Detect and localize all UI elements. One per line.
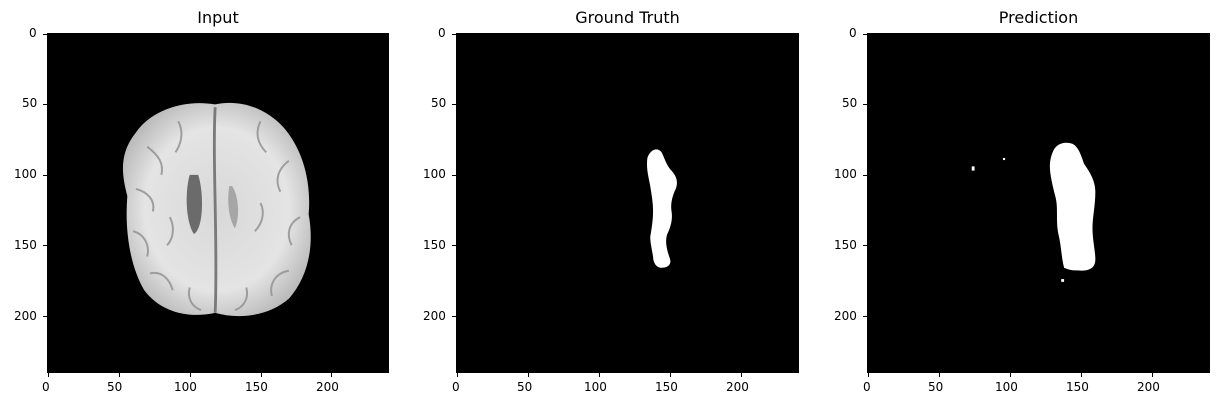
- prediction-xtick-4: 200: [1137, 380, 1160, 394]
- prediction-ytick-0: 0: [849, 26, 857, 40]
- prediction-ytick-3: 150: [834, 238, 857, 252]
- prediction-speck-2: [1002, 157, 1006, 161]
- prediction-ytick-1: 50: [842, 96, 858, 110]
- input-xtick-0: 0: [42, 380, 50, 394]
- ground-truth-xtick-mark-3: [670, 373, 672, 377]
- brain-silhouette: [122, 102, 311, 317]
- input-xtick-2: 100: [174, 380, 197, 394]
- input-ytick-2: 100: [14, 167, 37, 181]
- prediction-xtick-mark-2: [1010, 373, 1012, 377]
- ground-truth-xtick-mark-0: [457, 373, 458, 377]
- input-xtick-mark-1: [118, 373, 120, 377]
- prediction-ytick-mark-2: [863, 174, 867, 176]
- input-xtick-4: 200: [316, 380, 339, 394]
- ground-truth-ytick-mark-2: [452, 174, 456, 176]
- prediction-speck-3: [1061, 279, 1065, 282]
- brain-ventricle-right: [228, 186, 239, 229]
- input-ytick-0: 0: [29, 26, 37, 40]
- prediction-ytick-4: 200: [834, 309, 857, 323]
- brain-sulci: [132, 120, 301, 311]
- ground-truth-ytick-2: 100: [423, 167, 446, 181]
- input-ytick-mark-2: [43, 174, 47, 176]
- ground-truth-ytick-mark-4: [452, 315, 456, 317]
- ground-truth-mask: [647, 149, 677, 268]
- axes-ground-truth: [456, 33, 799, 373]
- prediction-xtick-3: 150: [1066, 380, 1089, 394]
- input-ytick-mark-0: [43, 34, 47, 35]
- input-ytick-mark-3: [43, 245, 47, 247]
- brain-ventricle: [186, 174, 202, 234]
- prediction-xtick-mark-0: [868, 373, 869, 377]
- ground-truth-xtick-mark-2: [599, 373, 601, 377]
- input-ytick-1: 50: [22, 96, 38, 110]
- prediction-ytick-2: 100: [834, 167, 857, 181]
- prediction-ytick-mark-3: [863, 245, 867, 247]
- ground-truth-ytick-mark-1: [452, 104, 456, 106]
- input-ytick-mark-4: [43, 315, 47, 317]
- prediction-mask: [971, 142, 1096, 282]
- axes-prediction: [867, 33, 1210, 373]
- prediction-ytick-mark-1: [863, 104, 867, 106]
- input-xtick-mark-4: [331, 373, 333, 377]
- ground-truth-ytick-mark-3: [452, 245, 456, 247]
- ground-truth-ytick-3: 150: [423, 238, 446, 252]
- brain-midline: [212, 107, 218, 313]
- axes-input: [47, 33, 389, 373]
- ground-truth-xtick-0: 0: [452, 380, 460, 394]
- prediction-xtick-mark-1: [939, 373, 941, 377]
- prediction-xtick-0: 0: [863, 380, 871, 394]
- prediction-xtick-1: 50: [928, 380, 944, 394]
- ground-truth-xtick-3: 150: [655, 380, 678, 394]
- prediction-ytick-mark-0: [863, 34, 867, 35]
- panel-title-prediction: Prediction: [998, 8, 1079, 27]
- ground-truth-ytick-4: 200: [423, 309, 446, 323]
- input-xtick-mark-3: [260, 373, 262, 377]
- input-xtick-mark-0: [48, 373, 49, 377]
- ground-truth-xtick-2: 100: [584, 380, 607, 394]
- ground-truth-xtick-mark-1: [528, 373, 530, 377]
- prediction-xtick-mark-3: [1081, 373, 1083, 377]
- input-ytick-mark-1: [43, 104, 47, 106]
- ground-truth-region: [647, 149, 677, 268]
- prediction-ytick-mark-4: [863, 315, 867, 317]
- input-image: [122, 102, 311, 317]
- panel-title-ground-truth: Ground Truth: [575, 8, 680, 27]
- ground-truth-ytick-0: 0: [438, 26, 446, 40]
- ground-truth-ytick-1: 50: [431, 96, 447, 110]
- input-xtick-1: 50: [107, 380, 123, 394]
- input-xtick-mark-2: [189, 373, 191, 377]
- prediction-speck-1: [971, 166, 975, 171]
- ground-truth-xtick-4: 200: [726, 380, 749, 394]
- prediction-xtick-mark-4: [1152, 373, 1154, 377]
- panel-title-input: Input: [197, 8, 239, 27]
- ground-truth-xtick-1: 50: [517, 380, 533, 394]
- input-ytick-4: 200: [14, 309, 37, 323]
- prediction-region: [1049, 142, 1096, 271]
- prediction-xtick-2: 100: [995, 380, 1018, 394]
- ground-truth-ytick-mark-0: [452, 34, 456, 35]
- ground-truth-xtick-mark-4: [741, 373, 743, 377]
- input-xtick-3: 150: [245, 380, 268, 394]
- input-ytick-3: 150: [14, 238, 37, 252]
